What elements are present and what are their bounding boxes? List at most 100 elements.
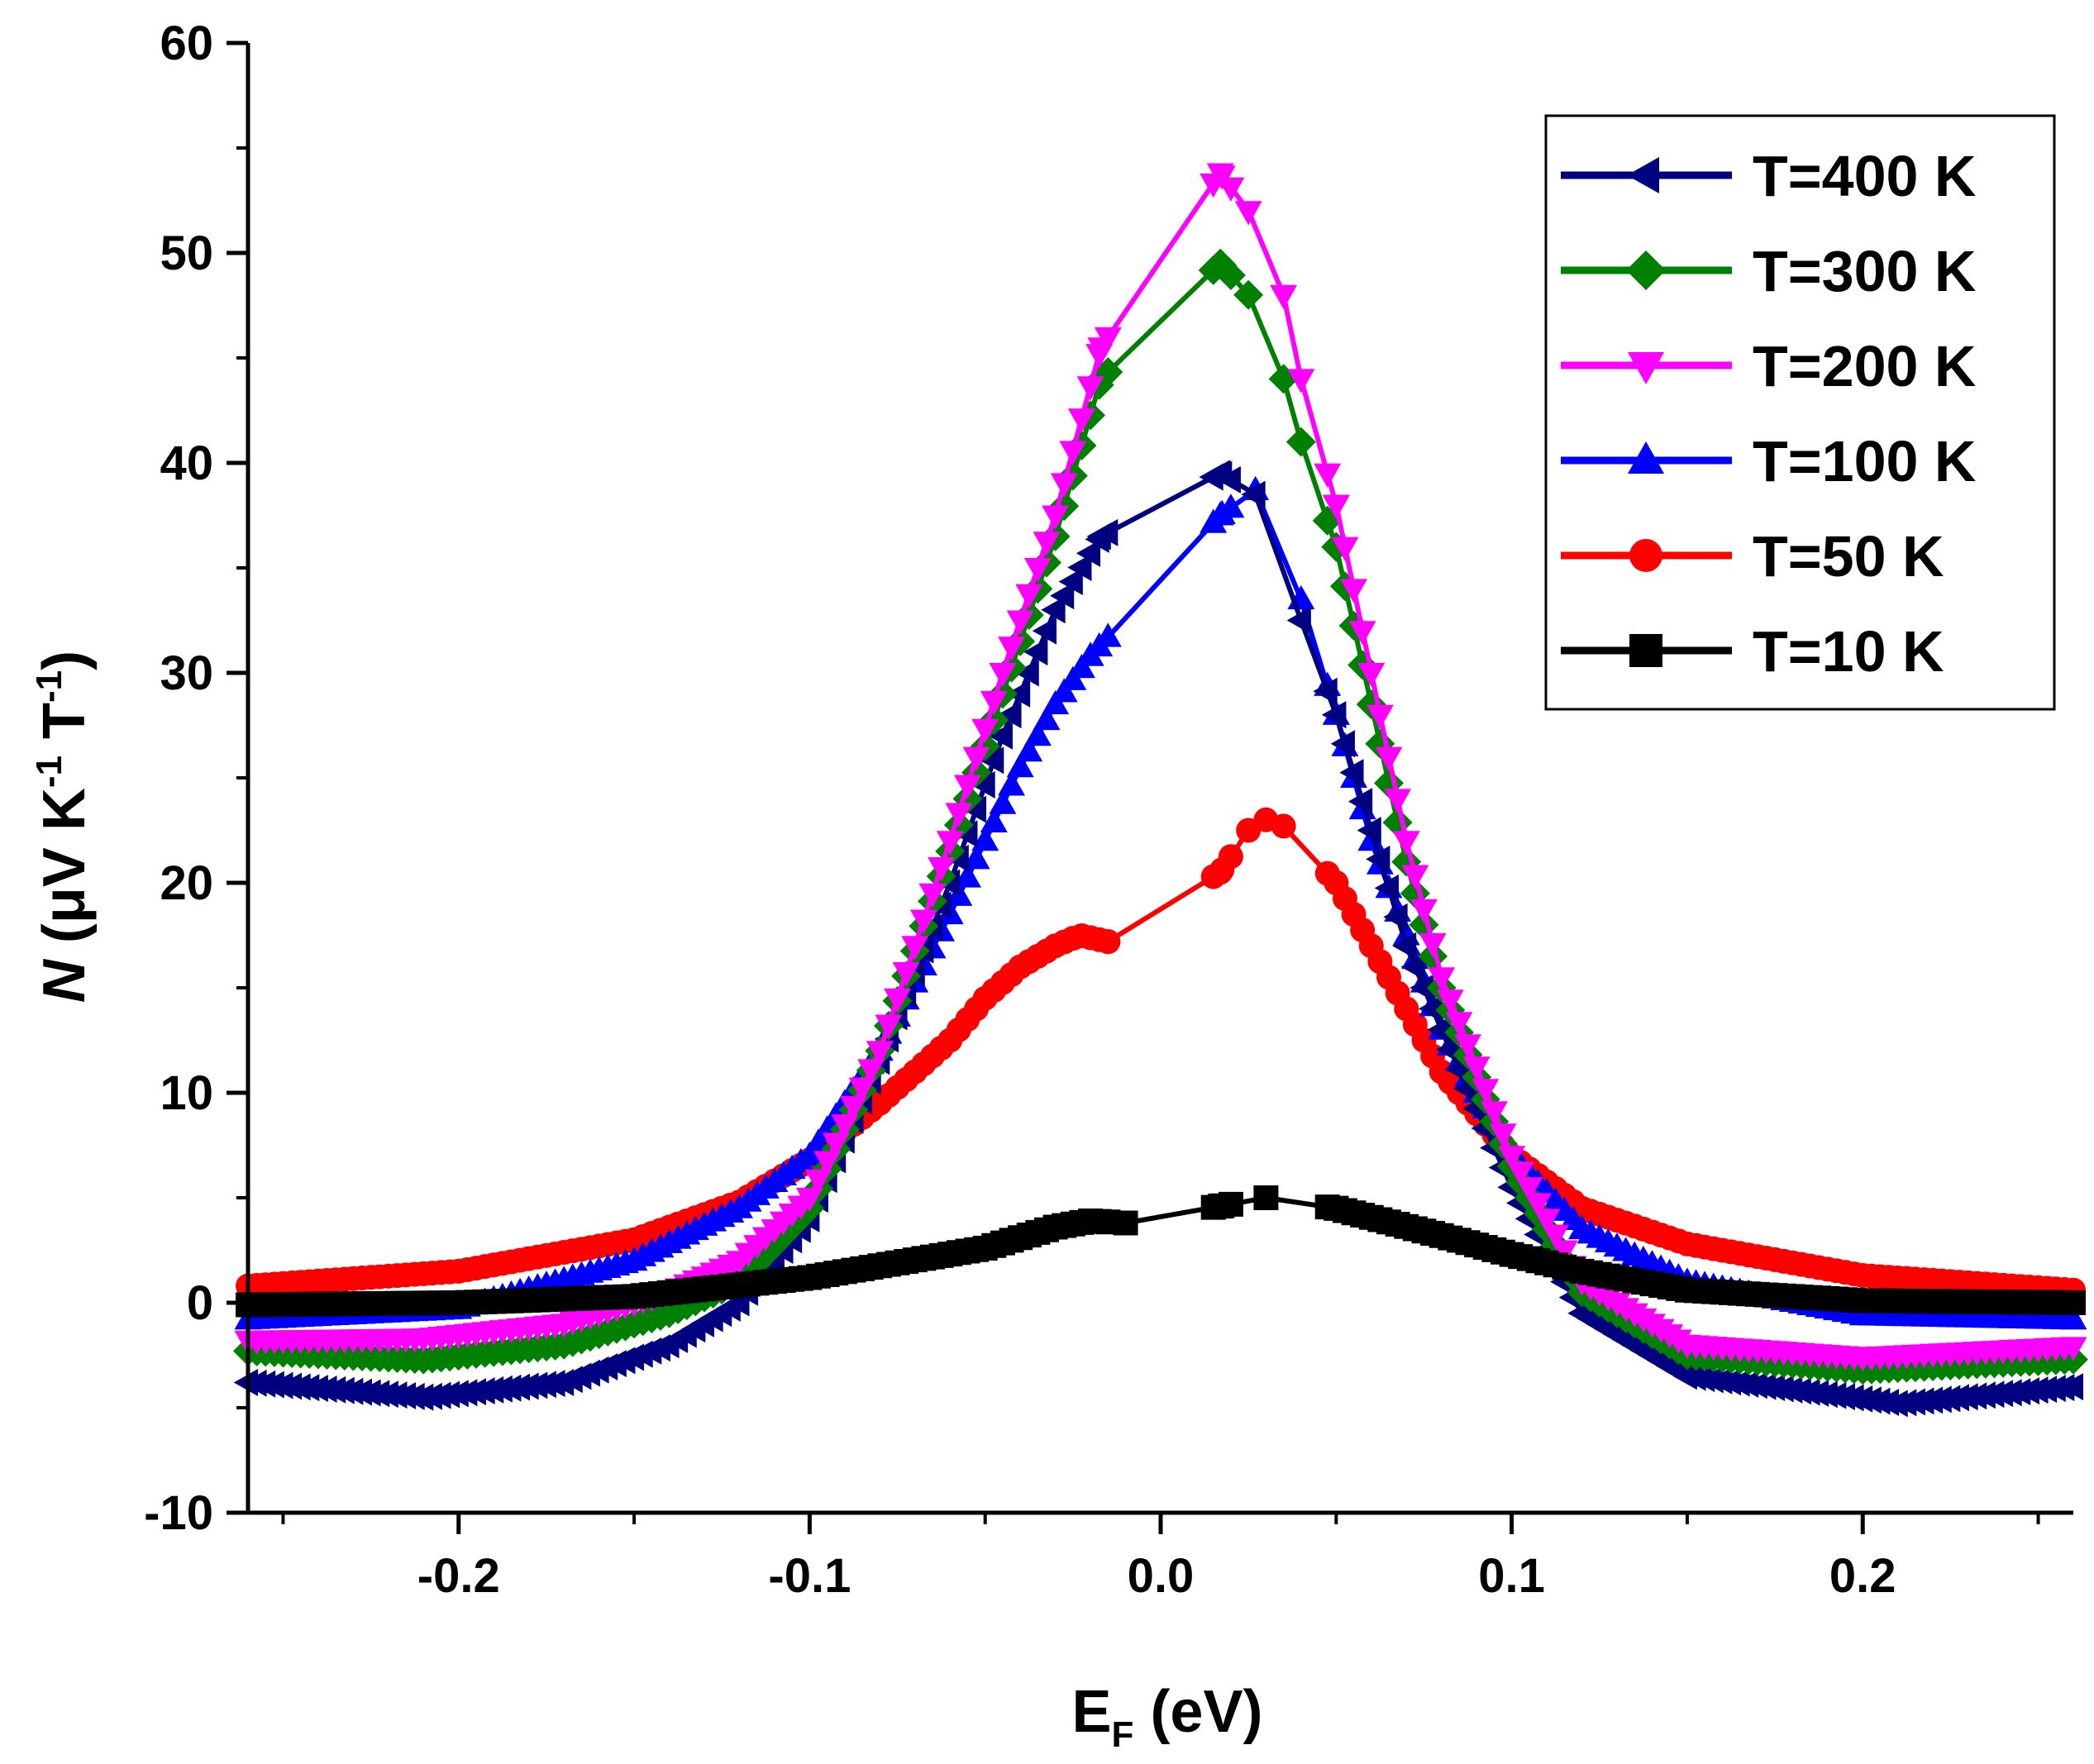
marker-400k (997, 701, 1022, 729)
marker-10k (1078, 1208, 1104, 1233)
marker-200k (1314, 463, 1342, 488)
marker-400k (1339, 759, 1364, 787)
marker-400k (1366, 845, 1390, 873)
marker-100k (962, 845, 990, 870)
marker-200k (1217, 177, 1245, 202)
y-tick-label: 20 (160, 856, 213, 910)
marker-100k (980, 808, 1008, 832)
marker-200k (1067, 408, 1095, 433)
marker-200k (1076, 376, 1104, 401)
marker-200k (1234, 201, 1262, 226)
legend-label: T=200 K (1753, 334, 1976, 398)
legend-item-10k: T=10 K (1561, 619, 1944, 684)
marker-400k (1330, 730, 1355, 758)
marker-400k (1049, 582, 1075, 610)
legend-box (1544, 114, 2056, 711)
marker-200k (1392, 831, 1420, 856)
legend-label: T=400 K (1753, 144, 1976, 208)
marker-400k (980, 746, 1004, 775)
marker-400k (1023, 638, 1048, 666)
marker-200k (1348, 621, 1376, 646)
marker-400k (1357, 817, 1381, 844)
marker-200k (1366, 704, 1394, 730)
series-layer (233, 163, 2088, 1418)
x-tick-label: -0.1 (768, 1549, 851, 1603)
marker-400k (988, 722, 1013, 750)
marker-200k (1059, 441, 1087, 465)
marker-300k (1285, 427, 1316, 457)
marker-200k (1375, 746, 1403, 771)
marker-200k (909, 909, 937, 934)
marker-200k (795, 1188, 823, 1213)
marker-400k (1058, 568, 1083, 596)
marker-200k (901, 936, 929, 961)
y-axis-title-unit-b: T (31, 703, 98, 756)
marker-200k (1410, 899, 1438, 923)
y-tick-label: 0 (187, 1276, 213, 1330)
marker-200k (1015, 584, 1043, 608)
marker-200k (1006, 610, 1034, 635)
marker-400k (1032, 617, 1057, 645)
ticks-layer: -10 0 10 20 30 40 50 60 -0.2 -0.1 0.0 0.1 0.2 (144, 17, 2040, 1603)
marker-100k (1206, 501, 1234, 526)
y-axis-title-sup2: -1 (29, 670, 69, 703)
marker-200k (822, 1132, 850, 1157)
marker-400k (1313, 677, 1338, 705)
marker-200k (1480, 1101, 1508, 1126)
marker-200k (857, 1059, 885, 1084)
marker-100k (1076, 641, 1104, 666)
marker-100k (971, 826, 999, 851)
marker-200k (1384, 789, 1412, 813)
marker-200k (1331, 536, 1359, 561)
marker-200k (1270, 284, 1298, 310)
marker-200k (1489, 1123, 1517, 1148)
marker-200k (1515, 1177, 1543, 1202)
marker-200k (804, 1169, 832, 1194)
marker-100k (795, 1141, 823, 1166)
marker-300k (1205, 248, 1236, 279)
y-axis-title-italic: N (31, 958, 98, 1003)
y-axis-title-sup1: -1 (29, 756, 69, 788)
marker-200k (1401, 865, 1429, 889)
marker-200k (1454, 1034, 1482, 1059)
marker-400k (971, 770, 995, 799)
y-tick-label: 40 (160, 436, 213, 490)
marker-100k (2059, 1305, 2087, 1330)
marker-200k (1357, 663, 1386, 688)
marker-100k (1006, 753, 1034, 778)
series-10k (236, 1185, 2086, 1318)
legend-item-400k: T=400 K (1561, 144, 1976, 208)
x-axis-title-rest: (eV) (1133, 1679, 1262, 1745)
marker-400k (1410, 974, 1434, 1002)
legend-item-100k: T=100 K (1561, 429, 1976, 493)
marker-100k (1023, 721, 1052, 746)
marker-300k (1233, 279, 1264, 310)
legend-swatch-marker (1629, 539, 1662, 572)
y-tick-label: 30 (160, 646, 213, 700)
marker-200k (953, 775, 981, 799)
marker-200k (989, 663, 1017, 688)
marker-200k (1445, 1012, 1473, 1037)
marker-200k (1462, 1056, 1491, 1081)
marker-400k (1436, 1036, 1461, 1064)
marker-50k (1324, 870, 1349, 895)
marker-200k (1023, 558, 1052, 583)
marker-200k (1287, 369, 1315, 393)
marker-200k (875, 1014, 903, 1039)
marker-200k (1042, 505, 1070, 530)
marker-400k (1241, 480, 1266, 508)
marker-10k (2061, 1290, 2086, 1315)
marker-200k (980, 690, 1008, 716)
marker-200k (1087, 337, 1115, 362)
series-50k (236, 807, 2086, 1303)
marker-200k (1033, 532, 1061, 556)
marker-200k (1524, 1193, 1552, 1218)
marker-200k (839, 1095, 867, 1121)
marker-50k (1208, 860, 1233, 885)
marker-200k (1428, 967, 1456, 992)
marker-200k (884, 988, 912, 1013)
marker-200k (866, 1041, 894, 1066)
legend-swatch-marker (1629, 634, 1662, 667)
marker-100k (1033, 705, 1061, 731)
